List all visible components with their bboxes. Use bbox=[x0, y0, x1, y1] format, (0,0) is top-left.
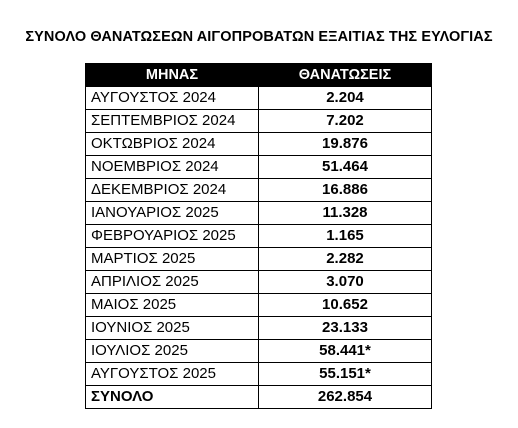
deaths-cell: 11.328 bbox=[258, 201, 432, 225]
deaths-cell: 7.202 bbox=[258, 109, 432, 133]
header-row: ΜΗΝΑΣ ΘΑΝΑΤΩΣΕΙΣ bbox=[85, 63, 432, 87]
deaths-cell: 2.282 bbox=[258, 247, 432, 271]
table-row: ΜΑΙΟΣ 2025 10.652 bbox=[85, 293, 432, 317]
table-row: ΣΕΠΤΕΜΒΡΙΟΣ 2024 7.202 bbox=[85, 109, 432, 133]
table-row: ΑΠΡΙΛΙΟΣ 2025 3.070 bbox=[85, 270, 432, 294]
table-row: ΙΟΥΛΙΟΣ 2025 58.441* bbox=[85, 339, 432, 363]
deaths-cell: 262.854 bbox=[258, 385, 432, 409]
deaths-table: ΜΗΝΑΣ ΘΑΝΑΤΩΣΕΙΣ ΑΥΓΟΥΣΤΟΣ 2024 2.204 ΣΕΠΤ… bbox=[85, 63, 432, 409]
month-cell: ΑΥΓΟΥΣΤΟΣ 2024 bbox=[85, 86, 259, 110]
table-row: ΝΟΕΜΒΡΙΟΣ 2024 51.464 bbox=[85, 155, 432, 179]
deaths-cell: 58.441* bbox=[258, 339, 432, 363]
month-cell: ΟΚΤΩΒΡΙΟΣ 2024 bbox=[85, 132, 259, 156]
month-cell: ΣΕΠΤΕΜΒΡΙΟΣ 2024 bbox=[85, 109, 259, 133]
month-cell: ΙΟΥΛΙΟΣ 2025 bbox=[85, 339, 259, 363]
deaths-cell: 3.070 bbox=[258, 270, 432, 294]
table-row: ΑΥΓΟΥΣΤΟΣ 2024 2.204 bbox=[85, 86, 432, 110]
title: ΣΥΝΟΛΟ ΘΑΝΑΤΩΣΕΩΝ ΑΙΓΟΠΡΟΒΑΤΩΝ ΕΞΑΙΤΙΑΣ … bbox=[25, 29, 493, 45]
month-cell: ΜΑΡΤΙΟΣ 2025 bbox=[85, 247, 259, 271]
table-row: ΟΚΤΩΒΡΙΟΣ 2024 19.876 bbox=[85, 132, 432, 156]
deaths-cell: 16.886 bbox=[258, 178, 432, 202]
table-row: ΦΕΒΡΟΥΑΡΙΟΣ 2025 1.165 bbox=[85, 224, 432, 248]
deaths-cell: 23.133 bbox=[258, 316, 432, 340]
table-row: ΙΑΝΟΥΑΡΙΟΣ 2025 11.328 bbox=[85, 201, 432, 225]
deaths-cell: 55.151* bbox=[258, 362, 432, 386]
month-cell: ΙΑΝΟΥΑΡΙΟΣ 2025 bbox=[85, 201, 259, 225]
month-cell: ΙΟΥΝΙΟΣ 2025 bbox=[85, 316, 259, 340]
deaths-cell: 51.464 bbox=[258, 155, 432, 179]
deaths-cell: 19.876 bbox=[258, 132, 432, 156]
month-cell: ΑΥΓΟΥΣΤΟΣ 2025 bbox=[85, 362, 259, 386]
month-cell: ΔΕΚΕΜΒΡΙΟΣ 2024 bbox=[85, 178, 259, 202]
table-row: ΑΥΓΟΥΣΤΟΣ 2025 55.151* bbox=[85, 362, 432, 386]
table-row: ΔΕΚΕΜΒΡΙΟΣ 2024 16.886 bbox=[85, 178, 432, 202]
total-row: ΣΥΝΟΛΟ 262.854 bbox=[85, 385, 432, 409]
deaths-cell: 1.165 bbox=[258, 224, 432, 248]
column-header: ΜΗΝΑΣ bbox=[85, 63, 259, 87]
month-cell: ΦΕΒΡΟΥΑΡΙΟΣ 2025 bbox=[85, 224, 259, 248]
month-cell: ΑΠΡΙΛΙΟΣ 2025 bbox=[85, 270, 259, 294]
table-row: ΙΟΥΝΙΟΣ 2025 23.133 bbox=[85, 316, 432, 340]
month-cell: ΝΟΕΜΒΡΙΟΣ 2024 bbox=[85, 155, 259, 179]
deaths-cell: 2.204 bbox=[258, 86, 432, 110]
month-cell: ΜΑΙΟΣ 2025 bbox=[85, 293, 259, 317]
deaths-cell: 10.652 bbox=[258, 293, 432, 317]
column-header: ΘΑΝΑΤΩΣΕΙΣ bbox=[258, 63, 432, 87]
table-row: ΜΑΡΤΙΟΣ 2025 2.282 bbox=[85, 247, 432, 271]
month-cell: ΣΥΝΟΛΟ bbox=[85, 385, 259, 409]
